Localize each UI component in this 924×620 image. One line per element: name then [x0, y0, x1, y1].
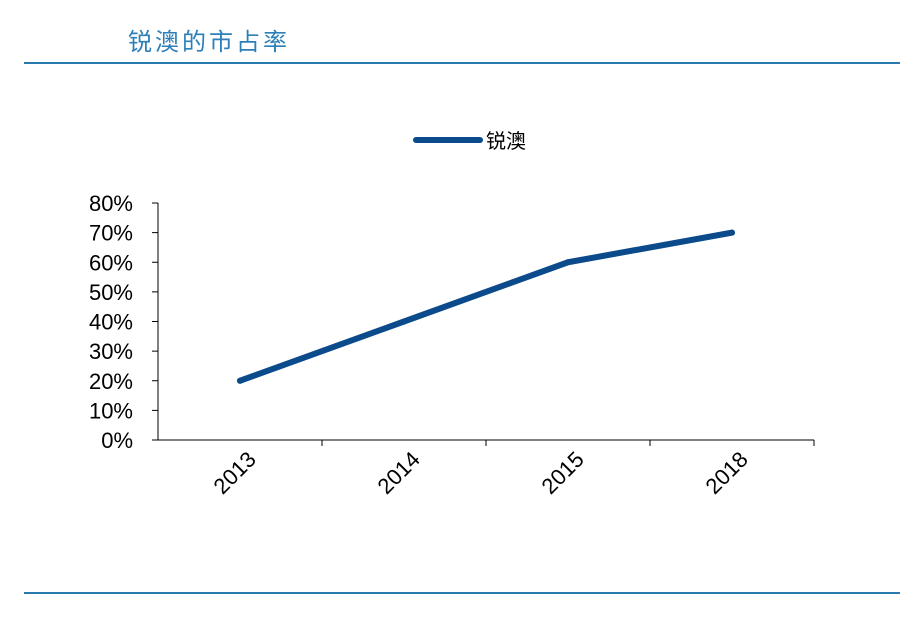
- y-tick-label: 30%: [89, 339, 133, 364]
- y-tick-label: 50%: [89, 280, 133, 305]
- y-tick-label: 10%: [89, 398, 133, 423]
- x-axis-ticks: 2013 2014 2015 2018: [209, 440, 815, 499]
- y-tick-label: 20%: [89, 369, 133, 394]
- x-tick-label: 2015: [537, 447, 589, 499]
- page-title: 锐澳的市占率: [128, 28, 290, 56]
- y-tick-label: 80%: [89, 191, 133, 216]
- legend-label-ruiao: 锐澳: [486, 129, 526, 153]
- header-divider: [24, 62, 900, 64]
- y-axis-ticks: 0% 10% 20% 30% 40% 50% 60% 70% 80%: [89, 191, 158, 453]
- y-tick-label: 60%: [89, 250, 133, 275]
- legend: 锐澳: [413, 129, 526, 153]
- y-tick-label: 0%: [101, 428, 133, 453]
- series-group: [237, 229, 735, 384]
- data-point: [237, 377, 243, 384]
- data-point: [565, 259, 571, 266]
- x-tick-label: 2013: [209, 447, 261, 499]
- footer-divider: [24, 592, 900, 594]
- data-point: [401, 318, 407, 325]
- y-tick-label: 70%: [89, 221, 133, 246]
- x-tick-label: 2014: [373, 447, 425, 499]
- x-tick-label: 2018: [701, 447, 753, 499]
- y-tick-label: 40%: [89, 310, 133, 335]
- data-point: [729, 229, 735, 236]
- series-line: [237, 229, 735, 384]
